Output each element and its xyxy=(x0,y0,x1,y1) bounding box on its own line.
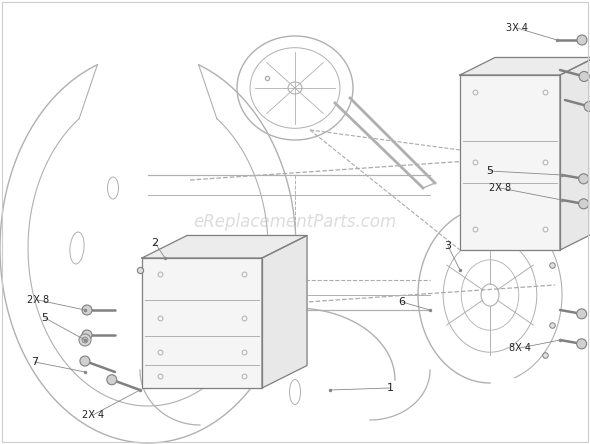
Text: 2X 8: 2X 8 xyxy=(489,183,511,193)
Ellipse shape xyxy=(579,199,589,209)
Polygon shape xyxy=(142,258,262,388)
Ellipse shape xyxy=(80,356,90,366)
Text: 1: 1 xyxy=(386,383,394,393)
Text: 3: 3 xyxy=(444,241,451,251)
Ellipse shape xyxy=(577,35,587,45)
Ellipse shape xyxy=(82,305,92,315)
Polygon shape xyxy=(560,58,590,250)
Ellipse shape xyxy=(79,334,91,346)
Ellipse shape xyxy=(584,102,590,111)
Text: 7: 7 xyxy=(31,357,38,367)
Text: 2X 4: 2X 4 xyxy=(82,410,104,420)
Text: 3X 4: 3X 4 xyxy=(506,23,528,33)
Text: 5: 5 xyxy=(41,313,48,323)
Text: 2: 2 xyxy=(152,238,159,248)
Ellipse shape xyxy=(579,174,589,184)
Ellipse shape xyxy=(579,71,589,81)
Ellipse shape xyxy=(576,339,586,349)
Ellipse shape xyxy=(576,309,586,319)
Text: 2X 8: 2X 8 xyxy=(27,295,49,305)
Text: 6: 6 xyxy=(398,297,405,307)
Polygon shape xyxy=(460,58,590,75)
Ellipse shape xyxy=(107,375,117,385)
Text: 8X 4: 8X 4 xyxy=(509,343,531,353)
Polygon shape xyxy=(460,75,560,250)
Ellipse shape xyxy=(82,330,92,340)
Text: eReplacementParts.com: eReplacementParts.com xyxy=(194,213,396,231)
Ellipse shape xyxy=(82,337,88,343)
Polygon shape xyxy=(262,235,307,388)
Text: 5: 5 xyxy=(487,166,493,176)
Polygon shape xyxy=(142,235,307,258)
